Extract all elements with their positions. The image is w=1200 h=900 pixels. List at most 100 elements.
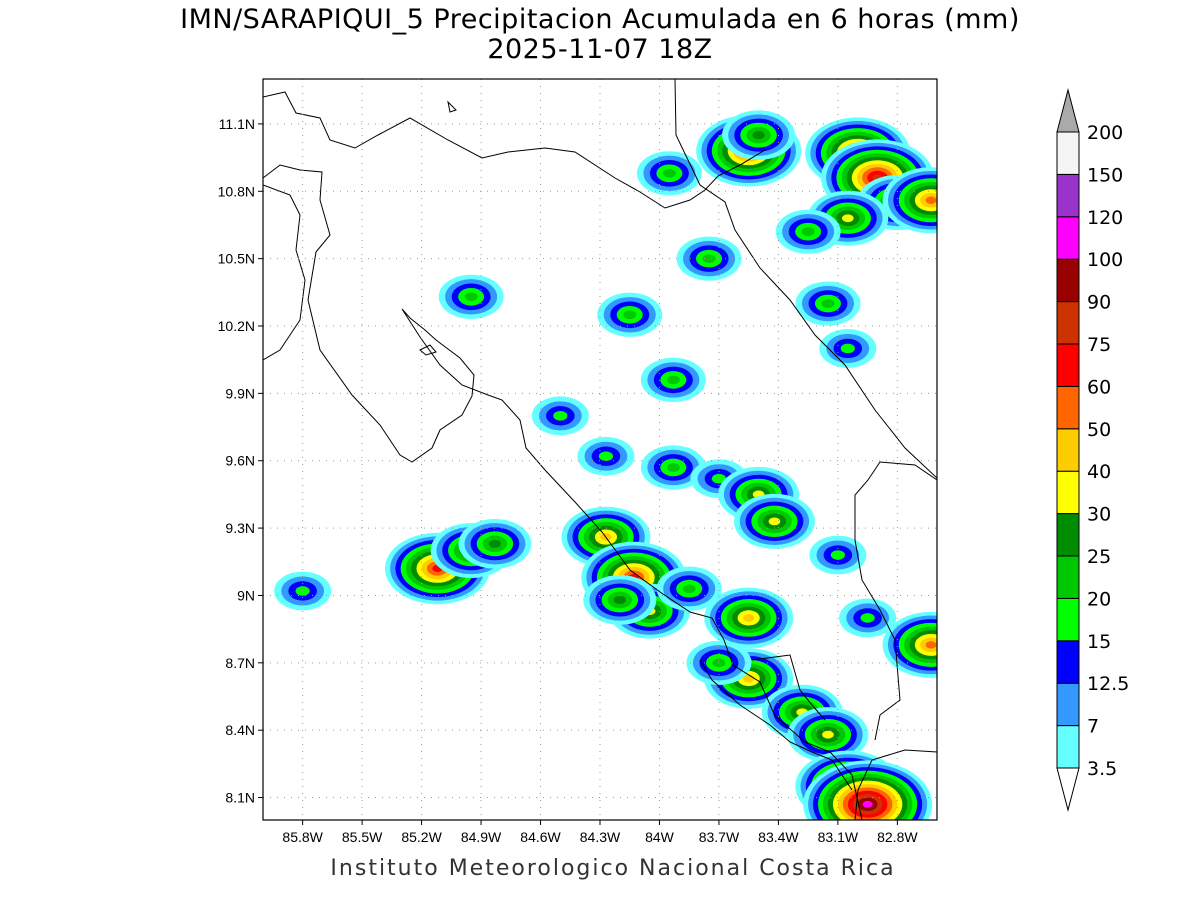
border-bocas	[854, 461, 937, 741]
legend-label: 7	[1087, 716, 1099, 738]
legend-label: 60	[1087, 376, 1111, 398]
rain-contour	[553, 411, 568, 421]
lat-tick-label: 9.9N	[225, 385, 255, 401]
longitude-axis: 85.8W 85.5W 85.2W 84.9W 84.6W 84.3W 84W 83.7W 83…	[282, 820, 918, 845]
coastline-pacific-north	[263, 164, 863, 820]
graticule	[263, 79, 937, 820]
legend-label: 3.5	[1087, 758, 1117, 780]
lat-tick-label: 9N	[237, 587, 255, 603]
lat-tick-label: 9.6N	[225, 453, 255, 469]
lat-tick-label: 11.1N	[219, 116, 255, 132]
lon-tick-label: 84W	[645, 829, 675, 845]
rain-contour	[682, 584, 696, 594]
legend-label: 20	[1087, 588, 1111, 610]
lat-tick-label: 8.7N	[225, 655, 255, 671]
rain-cell	[704, 587, 794, 649]
legend-label: 15	[1087, 631, 1111, 653]
rain-contour	[840, 343, 855, 354]
lon-tick-label: 82.8W	[877, 829, 918, 845]
map-title: IMN/SARAPIQUI_5 Precipitacion Acumulada …	[180, 4, 1020, 35]
rain-contour	[768, 517, 781, 526]
legend-swatch	[1056, 173, 1080, 218]
legend-label: 100	[1087, 249, 1123, 271]
rain-contour	[801, 227, 815, 237]
legend-swatch	[1056, 555, 1080, 599]
legend-swatch	[1056, 343, 1080, 387]
lon-tick-label: 84.3W	[580, 829, 621, 845]
rain-cell	[640, 357, 706, 402]
rain-contour	[702, 254, 716, 264]
legend-swatch	[1056, 513, 1080, 557]
lat-tick-label: 8.1N	[225, 790, 255, 806]
lat-tick-label: 10.5N	[218, 251, 255, 267]
rain-cell	[577, 436, 635, 476]
legend-label: 120	[1087, 207, 1123, 229]
rain-contour	[464, 292, 478, 302]
legend-label: 30	[1087, 504, 1111, 526]
rain-cell	[458, 519, 532, 569]
rain-cell	[795, 281, 861, 326]
rain-contour	[860, 613, 875, 623]
rain-contour	[623, 310, 637, 320]
legend-label: 150	[1087, 164, 1123, 186]
lat-tick-label: 10.2N	[218, 318, 255, 334]
legend-swatch	[1056, 258, 1080, 303]
lon-tick-label: 84.9W	[461, 829, 502, 845]
coastline-caribbean	[674, 79, 937, 479]
lat-tick-label: 10.8N	[218, 183, 255, 199]
legend-label: 50	[1087, 419, 1111, 441]
rain-cell	[839, 598, 897, 638]
rain-contour	[841, 214, 854, 223]
rain-cell	[438, 274, 504, 319]
rain-contour	[666, 463, 680, 472]
lon-tick-label: 85.2W	[401, 829, 442, 845]
rain-contour	[821, 299, 835, 308]
lat-tick-label: 8.4N	[225, 722, 255, 738]
legend-label: 25	[1087, 546, 1111, 568]
rain-contour	[822, 730, 834, 739]
lon-tick-label: 83.1W	[818, 829, 859, 845]
legend-label: 12.5	[1087, 673, 1129, 695]
rain-contour	[862, 800, 873, 808]
coastline-nicoya-peninsula	[263, 184, 306, 361]
legend-swatch	[1056, 216, 1080, 260]
color-legend: 3.5 7 12.5 15 20 25 30 40 50 60 75 90 100 120 150 200	[1056, 88, 1129, 812]
legend-label: 90	[1087, 292, 1111, 314]
rain-cell	[819, 329, 877, 368]
rain-cells-layer	[274, 110, 937, 820]
rain-contour	[598, 451, 614, 462]
rain-contour	[488, 539, 502, 548]
rain-cell	[775, 209, 841, 254]
rain-contour	[752, 131, 765, 140]
legend-swatch	[1056, 385, 1080, 430]
rain-cell	[787, 707, 869, 763]
lon-tick-label: 83.4W	[758, 829, 799, 845]
island-north	[447, 100, 457, 113]
lat-tick-label: 9.3N	[225, 520, 255, 536]
rain-cell	[636, 151, 702, 196]
legend-swatch	[1056, 725, 1080, 769]
border-panama	[854, 749, 937, 820]
rain-contour	[743, 614, 755, 622]
rain-cell	[531, 396, 589, 436]
lon-tick-label: 84.6W	[520, 829, 561, 845]
border-panama-inner	[751, 654, 826, 721]
rain-cell	[882, 167, 937, 234]
rain-cell	[676, 236, 742, 281]
legend-label: 200	[1087, 122, 1123, 144]
coastline-nicaragua-north	[263, 91, 766, 209]
rain-cell	[583, 575, 657, 625]
rain-contour	[666, 375, 680, 385]
legend-swatch	[1056, 470, 1080, 515]
legend-swatch	[1056, 682, 1080, 727]
credit-text: Instituto Meteorologico Nacional Costa R…	[330, 856, 896, 881]
legend-over-arrow	[1056, 88, 1080, 133]
rain-contour	[925, 641, 937, 649]
legend-label: 40	[1087, 461, 1111, 483]
legend-swatch	[1056, 428, 1080, 472]
map-subtitle: 2025-11-07 18Z	[487, 34, 713, 65]
legend-under-arrow	[1056, 767, 1080, 812]
rain-cell	[656, 566, 722, 611]
rain-cell	[733, 493, 815, 549]
